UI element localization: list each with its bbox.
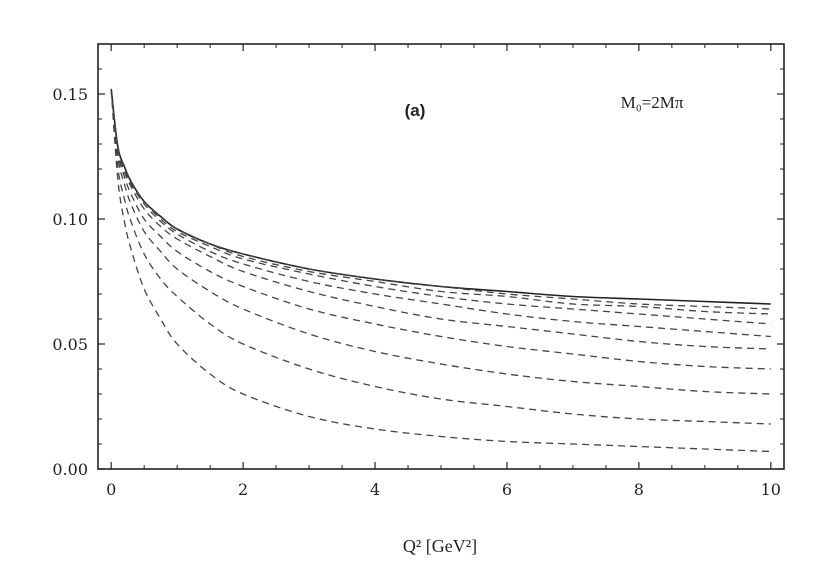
series-layer	[110, 88, 771, 453]
series-line-dashed	[110, 88, 771, 310]
series-line-dashed	[110, 88, 771, 350]
x-tick-label: 2	[238, 480, 248, 499]
x-tick-label: 10	[761, 480, 781, 499]
series-line-dashed	[110, 88, 771, 453]
series-line-dashed	[110, 88, 771, 425]
panel-label: (a)	[405, 101, 426, 120]
x-tick-label: 8	[634, 480, 644, 499]
x-axis-title: Q² [GeV²]	[403, 536, 477, 556]
series-line-dashed	[110, 88, 771, 338]
x-tick-label: 0	[106, 480, 116, 499]
series-line-dashed	[110, 88, 771, 370]
tick-layer: 0 2 4 6 8 10 0.00 0.05 0.10 0.15	[52, 44, 784, 499]
x-tick-label: 6	[502, 480, 512, 499]
y-tick-label: 0.10	[52, 210, 88, 229]
series-line-dashed	[110, 88, 771, 315]
y-tick-label: 0.00	[52, 460, 88, 479]
series-line-dashed	[110, 88, 771, 325]
y-tick-label: 0.05	[52, 335, 88, 354]
annotation: M₀=2Mπ	[621, 93, 684, 112]
series-line-dashed	[110, 88, 771, 395]
y-tick-label: 0.15	[52, 85, 88, 104]
x-tick-label: 4	[370, 480, 380, 499]
